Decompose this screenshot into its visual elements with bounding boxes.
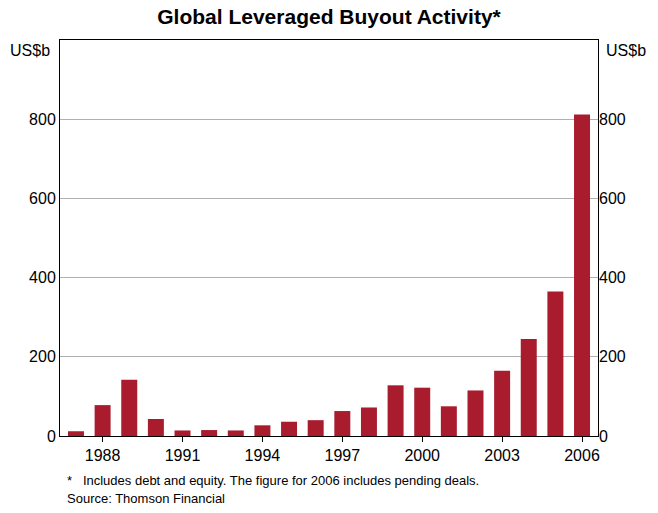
svg-text:400: 400 xyxy=(29,269,56,286)
svg-text:800: 800 xyxy=(29,111,56,128)
svg-text:800: 800 xyxy=(599,111,626,128)
svg-text:200: 200 xyxy=(29,348,56,365)
svg-text:* Includes debt and equity.: * Includes debt and equity. The figure f… xyxy=(67,473,479,488)
svg-text:200: 200 xyxy=(599,348,626,365)
svg-text:Source: Thomson Financial: Source: Thomson Financial xyxy=(67,491,225,506)
svg-text:400: 400 xyxy=(599,269,626,286)
svg-text:600: 600 xyxy=(29,190,56,207)
svg-text:0: 0 xyxy=(47,428,56,445)
svg-text:1994: 1994 xyxy=(245,447,281,464)
svg-text:1988: 1988 xyxy=(85,447,121,464)
svg-text:1997: 1997 xyxy=(325,447,361,464)
svg-text:US$b: US$b xyxy=(606,42,646,59)
svg-text:US$b: US$b xyxy=(10,42,50,59)
svg-text:2003: 2003 xyxy=(484,447,520,464)
svg-text:Global Leveraged Buyout Activi: Global Leveraged Buyout Activity* xyxy=(157,5,501,28)
svg-text:2000: 2000 xyxy=(404,447,440,464)
svg-text:2006: 2006 xyxy=(564,447,600,464)
svg-text:0: 0 xyxy=(599,428,608,445)
svg-text:600: 600 xyxy=(599,190,626,207)
svg-text:1991: 1991 xyxy=(165,447,201,464)
